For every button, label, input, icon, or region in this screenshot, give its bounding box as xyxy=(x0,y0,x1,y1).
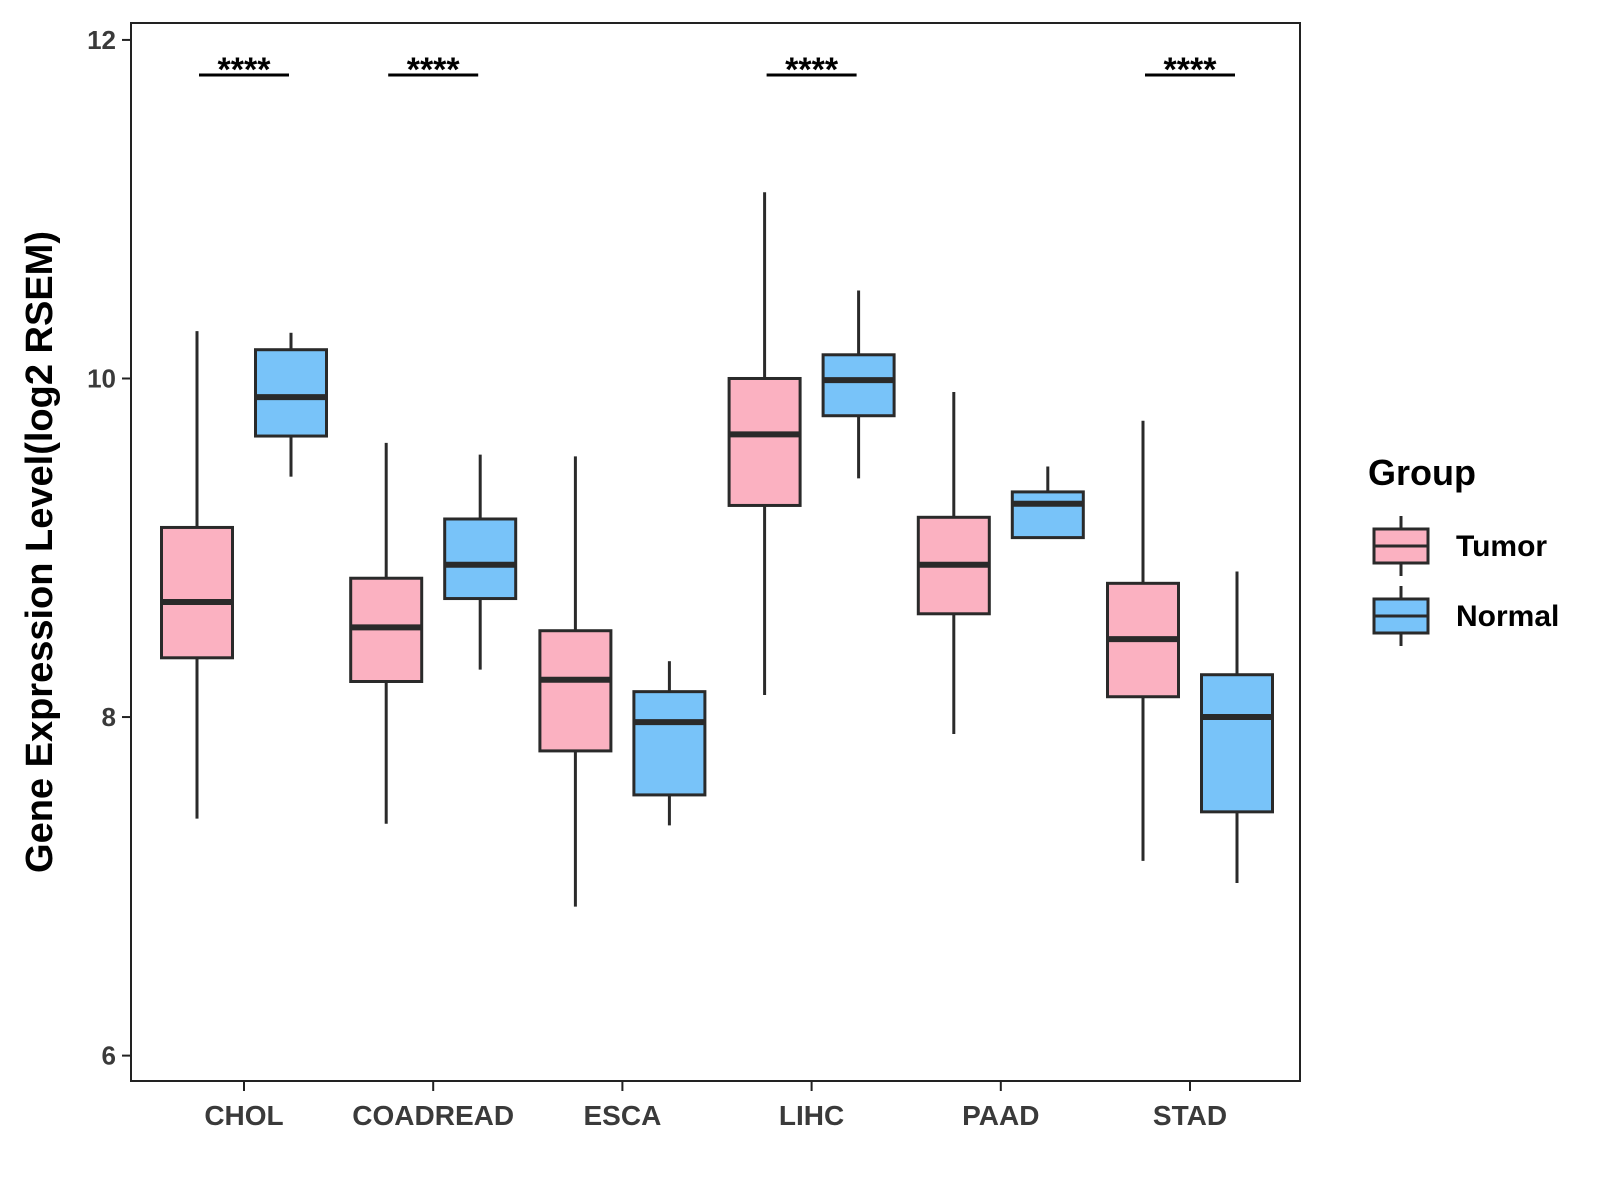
significance-label: **** xyxy=(1164,51,1218,89)
box-normal-coadread xyxy=(443,454,518,670)
axes: 6 8 10 12 CHOL COADREAD ESCA LIHC PAAD STAD xyxy=(87,22,1301,1131)
box-body xyxy=(727,376,802,507)
box-normal-paad xyxy=(1010,466,1085,540)
box-normal-chol xyxy=(254,332,328,477)
box-body xyxy=(821,353,896,418)
box-body xyxy=(1200,673,1274,814)
box-tumor-lihc xyxy=(727,192,802,696)
box-normal-stad xyxy=(1200,571,1274,883)
box-body xyxy=(538,629,613,753)
legend-label-normal: Normal xyxy=(1456,600,1559,633)
y-tick-label: 6 xyxy=(102,1041,116,1071)
legend-key-normal xyxy=(1372,586,1430,646)
plot-area: **** **** **** **** xyxy=(160,51,1274,907)
significance-label: **** xyxy=(785,51,839,89)
box-tumor-chol xyxy=(160,331,234,819)
significance-label: **** xyxy=(218,51,272,89)
legend-title: Group xyxy=(1368,452,1476,493)
x-tick-label: ESCA xyxy=(584,1100,662,1131)
box-tumor-coadread xyxy=(349,442,424,824)
box-tumor-stad xyxy=(1106,420,1180,861)
x-tick-label: COADREAD xyxy=(352,1100,514,1131)
legend: Tumor Normal xyxy=(1372,516,1559,646)
box-normal-lihc xyxy=(821,290,896,479)
y-tick-label: 10 xyxy=(87,363,116,393)
box-tumor-paad xyxy=(916,392,991,734)
legend-key-tumor xyxy=(1372,516,1430,576)
significance-label: **** xyxy=(407,51,461,89)
box-body xyxy=(1010,490,1085,540)
legend-label-tumor: Tumor xyxy=(1456,530,1547,563)
x-tick-label: PAAD xyxy=(962,1100,1039,1131)
box-normal-esca xyxy=(632,661,707,826)
box-body xyxy=(632,690,707,797)
box-tumor-esca xyxy=(538,456,613,907)
plot-panel-border xyxy=(130,22,1301,1082)
x-tick-label: STAD xyxy=(1153,1100,1227,1131)
y-tick-label: 12 xyxy=(87,25,116,55)
box-body xyxy=(160,525,234,660)
x-tick-label: LIHC xyxy=(779,1100,844,1131)
box-body xyxy=(254,348,328,438)
y-axis-title: Gene Expression Level(log2 RSEM) xyxy=(19,231,61,873)
y-tick-label: 8 xyxy=(102,702,116,732)
x-tick-label: CHOL xyxy=(204,1100,283,1131)
box-body xyxy=(443,517,518,601)
